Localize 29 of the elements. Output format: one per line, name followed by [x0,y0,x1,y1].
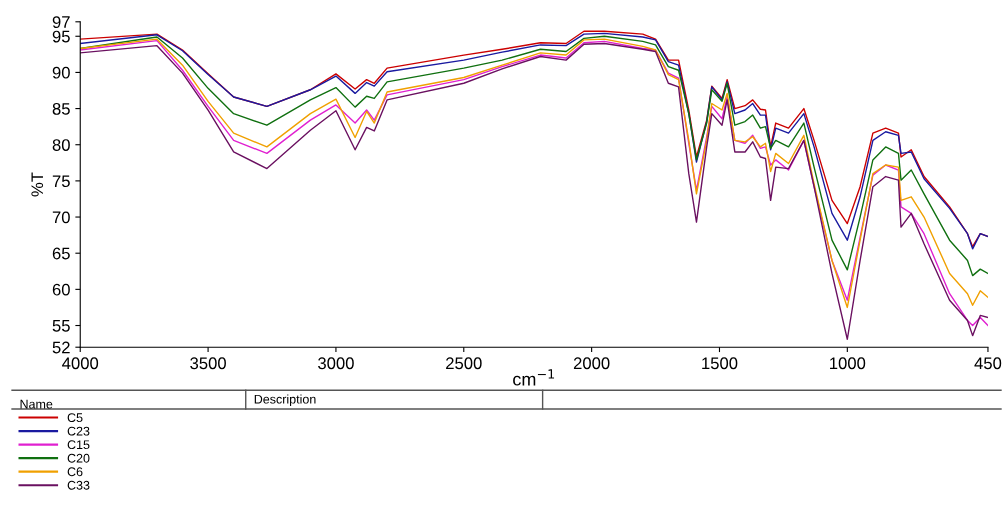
y-axis-title: %T [31,172,44,197]
x-axis-title: cm$^{−1}$ [513,369,555,386]
legend-label: C6 [67,467,83,477]
y-tick-label: 60 [52,283,70,296]
text: Description [254,394,316,407]
legend-label: C20 [67,453,90,463]
legend-label: C15 [67,440,90,450]
legend-label: C5 [67,413,83,423]
y-tick-label: 90 [52,66,70,79]
y-tick-label: 95 [52,30,70,43]
x-tick-label: 3500 [190,357,226,370]
y-tick-label: 52 [52,341,70,354]
y-tick-label: 65 [52,247,70,260]
y-tick-label: 97 [52,16,70,28]
x-tick-label: 2000 [573,357,610,370]
legend-label: C23 [67,426,90,436]
y-tick-label: 70 [52,211,70,224]
x-tick-label: 1000 [830,357,866,370]
legend-title: Name [20,399,53,409]
x-tick-label: 3000 [318,357,354,370]
y-tick-label: 55 [52,320,70,332]
y-tick-label: 80 [52,139,70,151]
x-tick-label: 1500 [702,357,738,370]
y-tick-label: 85 [52,102,70,115]
x-tick-label: 2500 [446,357,482,370]
legend-label: C33 [67,480,90,490]
x-tick-label: 4000 [62,357,99,370]
y-tick-label: 75 [52,175,70,188]
x-tick-label: 450 [974,357,1002,370]
